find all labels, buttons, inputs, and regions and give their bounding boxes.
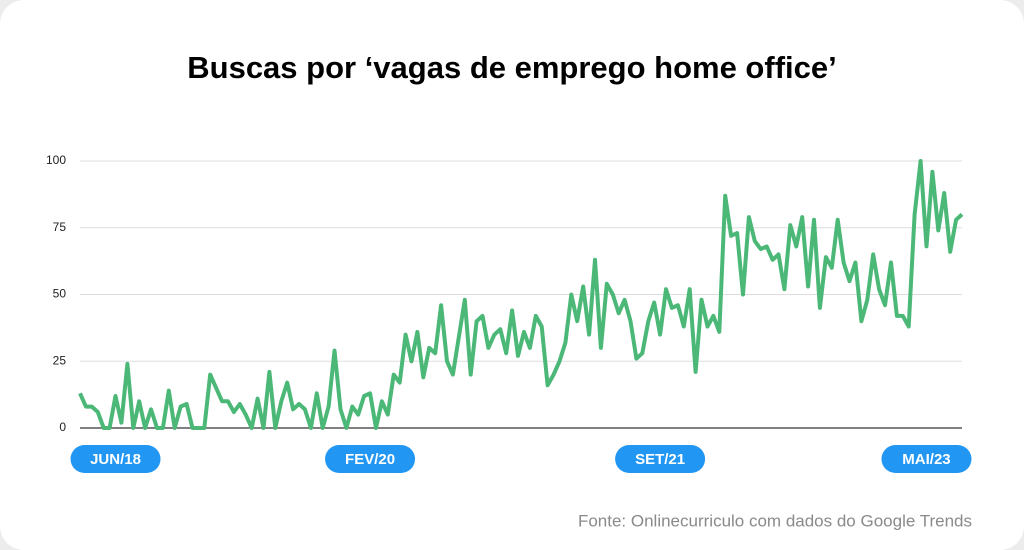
x-tick-label: MAI/23 (902, 451, 950, 468)
x-label-pill (615, 445, 706, 473)
x-label-pill (325, 445, 416, 473)
y-tick-label: 100 (46, 153, 66, 167)
x-tick-label: SET/21 (635, 451, 685, 468)
y-tick-label: 75 (53, 220, 67, 234)
y-tick-label: 50 (53, 287, 67, 301)
y-tick-label: 25 (53, 353, 67, 367)
y-tick-label: 0 (59, 420, 66, 434)
chart-title: Buscas por ‘vagas de emprego home office… (187, 50, 836, 85)
x-tick-label: JUN/18 (90, 451, 141, 468)
x-tick-label: FEV/20 (345, 451, 395, 468)
data-line (78, 159, 964, 430)
source: Fonte: Onlinecurriculo com dados do Goog… (578, 511, 972, 530)
x-label-pill (70, 445, 161, 473)
x-label-pill (881, 445, 972, 473)
